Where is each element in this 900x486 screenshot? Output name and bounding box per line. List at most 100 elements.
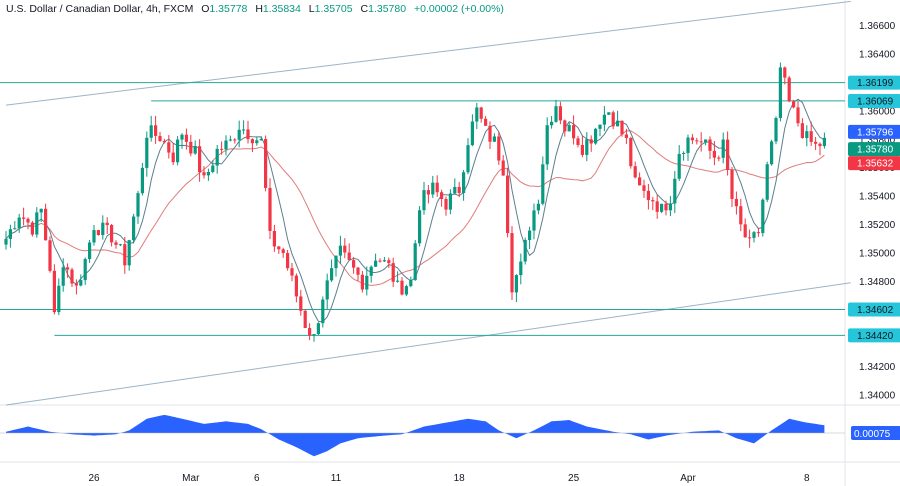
candle bbox=[255, 136, 259, 146]
price-tick-label: 1.35800 bbox=[859, 135, 896, 146]
price-tick-label: 1.35200 bbox=[859, 220, 896, 231]
level-price-tag: 1.34420 bbox=[848, 328, 900, 343]
candle-body bbox=[818, 143, 822, 147]
candle-body bbox=[286, 253, 290, 269]
candle-body bbox=[4, 238, 8, 245]
candle bbox=[805, 125, 809, 147]
candle bbox=[616, 110, 620, 127]
candle-body bbox=[167, 142, 171, 153]
candle-body bbox=[585, 139, 589, 155]
candle bbox=[396, 271, 400, 283]
candle-body bbox=[17, 217, 21, 229]
candle bbox=[206, 168, 210, 181]
candle bbox=[180, 133, 184, 149]
candle-body bbox=[246, 129, 250, 140]
candle-body bbox=[523, 239, 527, 262]
candle bbox=[347, 243, 351, 261]
candle bbox=[756, 227, 760, 237]
candle bbox=[110, 223, 114, 247]
candle bbox=[426, 184, 430, 204]
candle-body bbox=[365, 275, 369, 290]
candle-body bbox=[30, 222, 34, 235]
candle-body bbox=[448, 193, 452, 210]
candle-body bbox=[290, 268, 294, 276]
candle bbox=[237, 120, 241, 148]
candle-body bbox=[510, 233, 514, 293]
candle bbox=[444, 196, 448, 216]
candle-body bbox=[501, 160, 505, 176]
candle-body bbox=[255, 140, 259, 144]
candle bbox=[140, 162, 144, 196]
candle bbox=[105, 217, 109, 234]
candle-body bbox=[233, 139, 237, 141]
candle-body bbox=[686, 137, 690, 153]
candle-body bbox=[118, 244, 122, 246]
candle bbox=[488, 121, 492, 149]
time-tick-label: 26 bbox=[88, 473, 100, 484]
candle bbox=[264, 135, 268, 192]
candle-body bbox=[158, 135, 162, 141]
oscillator-tag-bg bbox=[851, 426, 900, 440]
candle bbox=[778, 62, 782, 122]
candle-body bbox=[611, 112, 615, 127]
channel-line-lower bbox=[5, 282, 851, 406]
candle-body bbox=[642, 185, 646, 191]
candle-body bbox=[673, 178, 677, 204]
candle bbox=[74, 279, 78, 295]
candle bbox=[554, 99, 558, 123]
candle bbox=[792, 99, 796, 109]
level-price-tag: 1.36069 bbox=[848, 94, 900, 109]
candle-body bbox=[655, 201, 659, 212]
candle bbox=[246, 120, 250, 144]
candle-body bbox=[202, 172, 206, 176]
candle bbox=[118, 243, 122, 247]
candle bbox=[532, 203, 536, 240]
candle-body bbox=[378, 260, 382, 262]
candle bbox=[422, 181, 426, 215]
candle bbox=[708, 136, 712, 160]
candle-body bbox=[352, 260, 356, 268]
candle bbox=[330, 259, 334, 283]
candle-body bbox=[127, 240, 131, 266]
candle bbox=[132, 213, 136, 244]
candle-body bbox=[695, 140, 699, 142]
candle-body bbox=[435, 182, 439, 193]
candle bbox=[536, 199, 540, 215]
candle bbox=[149, 115, 153, 142]
candle-body bbox=[198, 146, 202, 173]
candle-body bbox=[101, 222, 105, 236]
candle bbox=[409, 276, 413, 288]
price-tick-label: 1.35400 bbox=[859, 192, 896, 203]
candle-body bbox=[721, 139, 725, 158]
candle bbox=[391, 257, 395, 288]
high-value: 1.35834 bbox=[262, 3, 301, 15]
candle-body bbox=[514, 275, 518, 293]
candle bbox=[83, 257, 87, 285]
level-tag-bg bbox=[848, 328, 900, 343]
candle bbox=[686, 134, 690, 161]
level-price-tag: 1.34602 bbox=[848, 302, 900, 317]
candle bbox=[690, 134, 694, 145]
channel-line-upper bbox=[5, 0, 851, 106]
candle-body bbox=[761, 199, 765, 234]
candle bbox=[404, 284, 408, 296]
candle bbox=[704, 139, 708, 146]
candle bbox=[814, 136, 818, 151]
candle-body bbox=[739, 206, 743, 225]
candle bbox=[800, 118, 804, 139]
candle-body bbox=[356, 267, 360, 275]
candle bbox=[145, 131, 149, 177]
price-tag-bg bbox=[848, 142, 900, 157]
candle bbox=[369, 265, 373, 283]
candle bbox=[541, 156, 545, 206]
candle-body bbox=[44, 208, 48, 241]
close-value: 1.35780 bbox=[368, 3, 407, 15]
price-tag-label: 1.35796 bbox=[857, 127, 894, 138]
candle bbox=[325, 273, 329, 310]
candle bbox=[343, 238, 347, 259]
candle bbox=[585, 132, 589, 162]
candle-body bbox=[708, 139, 712, 151]
candle-body bbox=[374, 260, 378, 267]
candle-body bbox=[123, 244, 127, 266]
